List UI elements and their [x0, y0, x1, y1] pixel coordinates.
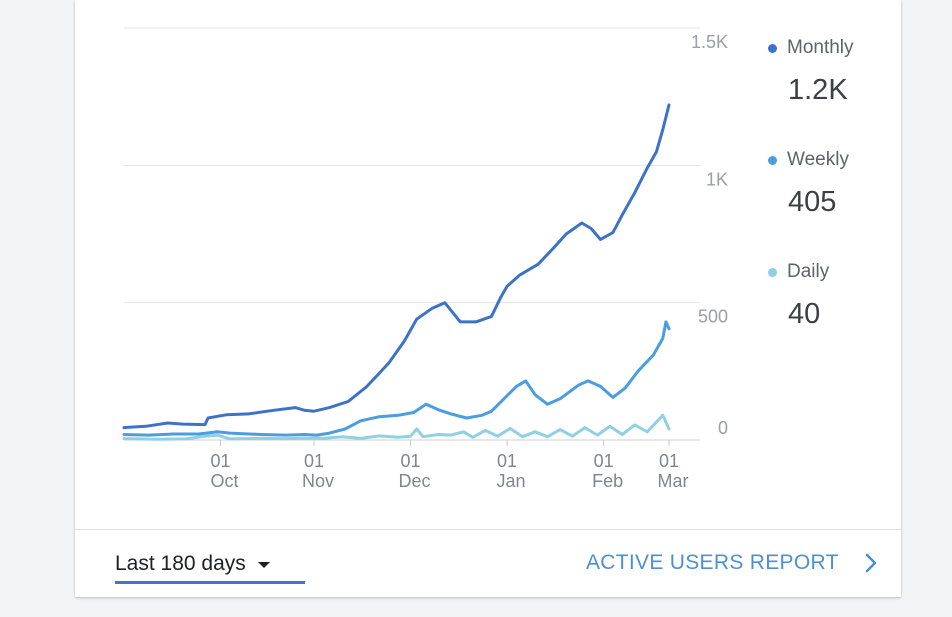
x-tick-day-label: 01 — [211, 451, 231, 471]
x-tick-day-label: 01 — [594, 451, 614, 471]
date-range-dropdown[interactable]: Last 180 days — [115, 547, 305, 584]
legend-label-monthly: Monthly — [787, 37, 854, 58]
active-users-card — [75, 0, 901, 597]
x-tick-day-label: 01 — [497, 451, 517, 471]
x-tick-day-label: 01 — [659, 451, 679, 471]
chart-legend: Monthly 1.2K Weekly 405 Daily 40 — [768, 36, 928, 372]
series-line-daily — [122, 413, 671, 441]
x-tick-day-label: 01 — [304, 451, 324, 471]
card-footer-divider — [75, 529, 901, 530]
legend-item-daily: Daily 40 — [768, 260, 928, 372]
daily-active-users-value: 40 — [788, 298, 821, 330]
caret-down-icon — [257, 562, 270, 568]
series-line-weekly — [122, 320, 671, 437]
monthly-dot-icon — [768, 43, 777, 53]
legend-item-weekly: Weekly 405 — [768, 148, 928, 260]
legend-label-weekly: Weekly — [787, 149, 849, 170]
date-range-label: Last 180 days — [115, 552, 246, 575]
x-tick-month-label: Oct — [211, 471, 239, 491]
active-users-report-link[interactable]: ACTIVE USERS REPORT — [586, 549, 877, 577]
y-tick-label: 0 — [718, 418, 728, 438]
legend-label-daily: Daily — [787, 261, 830, 282]
x-tick-month-label: Mar — [658, 471, 689, 491]
x-tick-day-label: 01 — [400, 451, 420, 471]
y-axis-ticks: 0 500 1K 1.5K — [691, 32, 728, 438]
x-tick-month-label: Jan — [497, 471, 526, 491]
chevron-right-icon — [865, 553, 877, 573]
x-tick-month-label: Nov — [302, 471, 334, 491]
x-tick-month-label: Dec — [399, 471, 431, 491]
y-tick-label: 1.5K — [691, 32, 728, 52]
y-tick-label: 500 — [698, 307, 728, 327]
legend-item-monthly: Monthly 1.2K — [768, 36, 928, 148]
monthly-active-users-value: 1.2K — [788, 74, 848, 106]
chart-gridlines — [124, 27, 700, 441]
weekly-active-users-value: 405 — [788, 186, 837, 218]
series-line-monthly — [122, 103, 671, 430]
report-link-label: ACTIVE USERS REPORT — [586, 551, 839, 574]
chart-series — [122, 103, 671, 441]
weekly-dot-icon — [768, 155, 777, 165]
daily-dot-icon — [768, 267, 777, 277]
x-tick-month-label: Feb — [592, 471, 623, 491]
y-tick-label: 1K — [706, 169, 728, 189]
